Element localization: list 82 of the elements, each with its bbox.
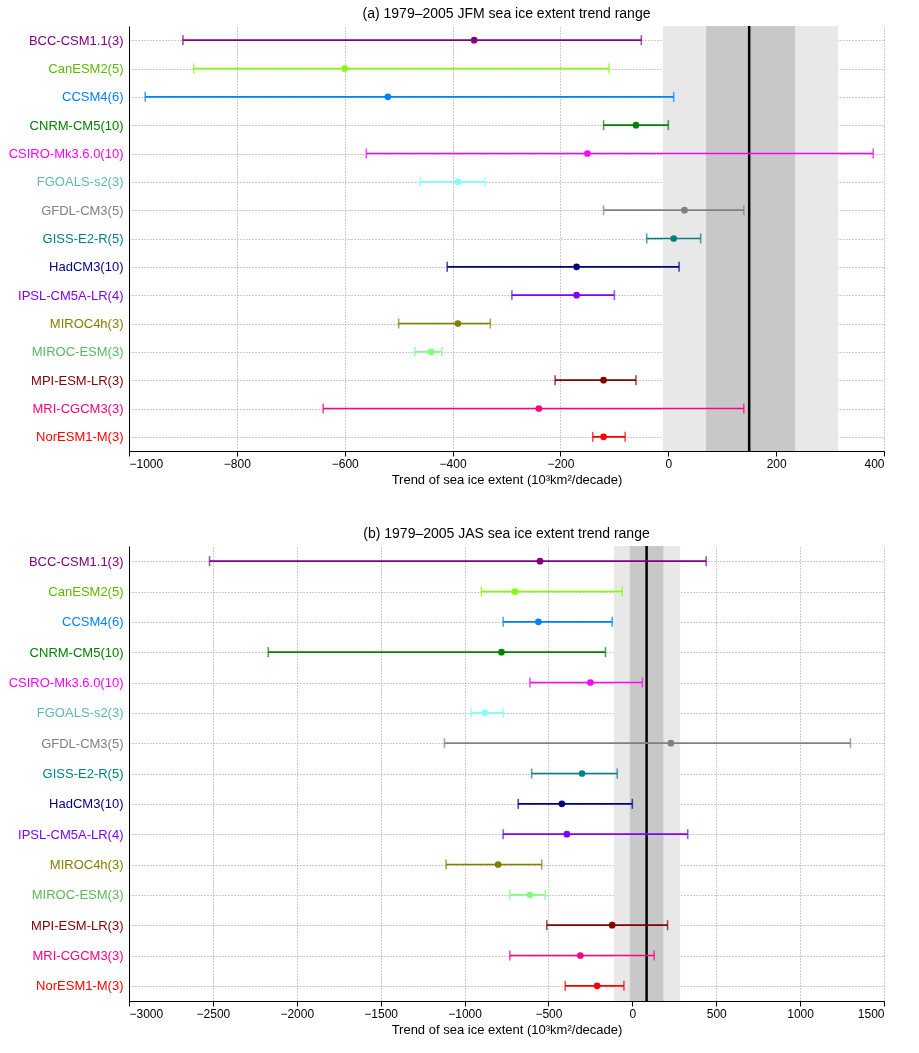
y-tick-label: CNRM-CM5(10) xyxy=(29,644,124,660)
x-tick-label: 400 xyxy=(864,456,885,471)
point xyxy=(563,830,571,838)
x-tick-label: −200 xyxy=(547,456,575,471)
y-tick-label: BCC-CSM1.1(3) xyxy=(28,32,124,48)
y-tick-label: GFDL-CM3(5) xyxy=(41,735,124,751)
x-tick-label: −600 xyxy=(331,456,360,471)
x-axis-title: Trend of sea ice extent (10³km²/decade) xyxy=(391,471,623,487)
point xyxy=(454,178,462,186)
y-tick-label: BCC-CSM1.1(3) xyxy=(28,553,124,569)
point xyxy=(498,648,505,656)
point xyxy=(384,93,392,101)
x-tick-label: −400 xyxy=(439,456,467,471)
y-tick-label: FGOALS-s2(3) xyxy=(36,705,124,721)
y-tick-label: MRI-CGCM3(3) xyxy=(32,401,124,416)
x-tick-label: 1500 xyxy=(857,1006,885,1021)
x-tick-label: −800 xyxy=(223,456,252,471)
y-tick-label: MPI-ESM-LR(3) xyxy=(31,917,124,933)
x-axis-title: Trend of sea ice extent (10³km²/decade) xyxy=(391,1021,623,1037)
point xyxy=(681,206,688,214)
x-tick-label: −3000 xyxy=(129,1006,164,1021)
point xyxy=(667,739,675,747)
x-tick-label: 500 xyxy=(706,1006,728,1021)
y-tick-label: MRI-CGCM3(3) xyxy=(32,948,124,963)
point xyxy=(578,770,586,777)
point xyxy=(535,618,542,626)
y-tick-label: CCSM4(6) xyxy=(62,89,124,105)
y-tick-label: CCSM4(6) xyxy=(62,614,124,630)
x-tick-label: −2500 xyxy=(196,1006,231,1021)
point xyxy=(600,433,607,441)
y-tick-label: CanESM2(5) xyxy=(48,584,124,599)
y-tick-label: CSIRO-Mk3.6.0(10) xyxy=(8,146,124,161)
x-tick-label: 0 xyxy=(665,456,673,471)
point xyxy=(494,861,502,868)
point xyxy=(584,150,591,157)
x-tick-label: −2000 xyxy=(280,1006,315,1021)
point xyxy=(536,557,544,565)
y-tick-label: GFDL-CM3(5) xyxy=(41,202,124,218)
point xyxy=(470,36,478,44)
y-tick-label: MIROC-ESM(3) xyxy=(31,887,124,903)
y-tick-label: IPSL-CM5A-LR(4) xyxy=(18,826,124,842)
y-tick-label: MIROC4h(3) xyxy=(49,316,124,331)
point xyxy=(573,263,580,271)
chart-title: (b) 1979–2005 JAS sea ice extent trend range xyxy=(363,524,650,541)
point xyxy=(600,376,607,384)
point xyxy=(576,952,584,959)
y-tick-label: NorESM1-M(3) xyxy=(36,429,124,445)
y-tick-label: HadCM3(10) xyxy=(49,259,124,275)
x-tick-label: 0 xyxy=(629,1006,637,1021)
y-tick-label: GISS-E2-R(5) xyxy=(42,231,124,246)
y-tick-label: CSIRO-Mk3.6.0(10) xyxy=(8,675,124,690)
y-tick-label: NorESM1-M(3) xyxy=(36,978,124,994)
point xyxy=(511,588,519,595)
y-tick-label: MPI-ESM-LR(3) xyxy=(31,372,124,388)
y-tick-label: CanESM2(5) xyxy=(48,61,124,76)
y-tick-label: HadCM3(10) xyxy=(49,796,124,812)
y-tick-label: CNRM-CM5(10) xyxy=(29,117,124,133)
point xyxy=(535,405,543,412)
y-tick-label: FGOALS-s2(3) xyxy=(36,174,124,190)
x-tick-label: −1000 xyxy=(448,1006,483,1021)
y-tick-label: MIROC4h(3) xyxy=(49,857,124,872)
point xyxy=(454,320,462,327)
x-tick-label: −500 xyxy=(535,1006,563,1021)
point xyxy=(670,235,678,242)
x-tick-label: −1500 xyxy=(364,1006,399,1021)
x-tick-label: −1000 xyxy=(129,456,164,471)
chart-title: (a) 1979–2005 JFM sea ice extent trend range xyxy=(362,4,651,21)
point xyxy=(341,65,349,72)
point xyxy=(558,800,566,808)
point xyxy=(427,348,435,356)
x-tick-label: 1000 xyxy=(787,1006,815,1021)
x-tick-label: 200 xyxy=(766,456,787,471)
point xyxy=(632,121,640,129)
y-tick-label: MIROC-ESM(3) xyxy=(31,344,124,360)
point xyxy=(481,709,489,717)
point xyxy=(573,291,580,299)
y-tick-label: GISS-E2-R(5) xyxy=(42,766,124,781)
point xyxy=(587,679,594,686)
point xyxy=(526,891,534,899)
point xyxy=(608,921,616,929)
point xyxy=(593,982,601,990)
y-tick-label: IPSL-CM5A-LR(4) xyxy=(18,287,124,303)
